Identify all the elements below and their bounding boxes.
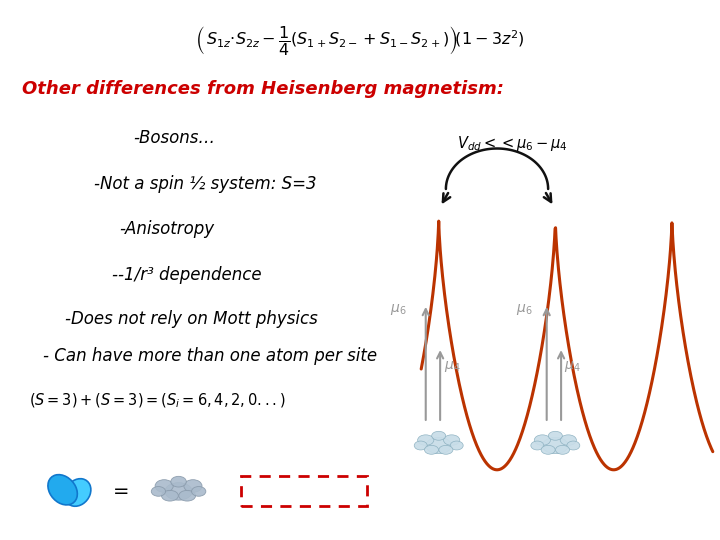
Ellipse shape bbox=[541, 446, 555, 454]
Ellipse shape bbox=[426, 437, 451, 454]
Text: -Bosons…: -Bosons… bbox=[133, 129, 215, 147]
Text: --1/r³ dependence: --1/r³ dependence bbox=[112, 266, 261, 285]
Text: - Can have more than one atom per site: - Can have more than one atom per site bbox=[43, 347, 377, 366]
Ellipse shape bbox=[567, 441, 580, 450]
Ellipse shape bbox=[531, 441, 544, 450]
Ellipse shape bbox=[151, 487, 166, 496]
Ellipse shape bbox=[165, 483, 192, 500]
Ellipse shape bbox=[549, 431, 562, 440]
Ellipse shape bbox=[444, 435, 460, 446]
Ellipse shape bbox=[155, 480, 174, 492]
Ellipse shape bbox=[534, 435, 551, 446]
Ellipse shape bbox=[450, 441, 463, 450]
Ellipse shape bbox=[542, 437, 568, 454]
Ellipse shape bbox=[418, 435, 434, 446]
Text: $\left(S=3\right)+\left(S=3\right)=\left(S_i=6,4,2,0...\right)$: $\left(S=3\right)+\left(S=3\right)=\left… bbox=[29, 392, 285, 410]
Ellipse shape bbox=[556, 446, 570, 454]
Text: $\left(\,S_{1z}{\cdot}S_{2z} - \dfrac{1}{4}(S_{1+}S_{2-}+S_{1-}S_{2+})\right)\!\: $\left(\,S_{1z}{\cdot}S_{2z} - \dfrac{1}… bbox=[195, 24, 525, 57]
Ellipse shape bbox=[171, 476, 186, 487]
Ellipse shape bbox=[414, 441, 427, 450]
Ellipse shape bbox=[560, 435, 577, 446]
Text: -Not a spin ½ system: S=3: -Not a spin ½ system: S=3 bbox=[94, 174, 316, 193]
Text: $\mu_6$: $\mu_6$ bbox=[390, 302, 406, 317]
Ellipse shape bbox=[179, 490, 196, 501]
Ellipse shape bbox=[432, 431, 446, 440]
Text: -Does not rely on Mott physics: -Does not rely on Mott physics bbox=[65, 309, 318, 328]
Ellipse shape bbox=[48, 475, 77, 505]
Text: $\mu_4$: $\mu_4$ bbox=[444, 359, 461, 374]
Ellipse shape bbox=[161, 490, 179, 501]
Bar bbox=[241, 476, 367, 506]
Text: $V_{dd} << \mu_6 - \mu_4$: $V_{dd} << \mu_6 - \mu_4$ bbox=[457, 133, 568, 153]
Ellipse shape bbox=[439, 446, 453, 454]
Text: Other differences from Heisenberg magnetism:: Other differences from Heisenberg magnet… bbox=[22, 80, 503, 98]
Text: =: = bbox=[113, 482, 129, 501]
Text: -Anisotropy: -Anisotropy bbox=[119, 220, 214, 239]
Ellipse shape bbox=[184, 480, 202, 492]
Text: Effective $S_t$: Effective $S_t$ bbox=[261, 482, 348, 501]
Text: $\mu_6$: $\mu_6$ bbox=[516, 302, 532, 317]
Text: $\mu_4$: $\mu_4$ bbox=[564, 359, 580, 374]
Ellipse shape bbox=[425, 446, 438, 454]
Ellipse shape bbox=[192, 487, 206, 496]
Ellipse shape bbox=[65, 478, 91, 507]
